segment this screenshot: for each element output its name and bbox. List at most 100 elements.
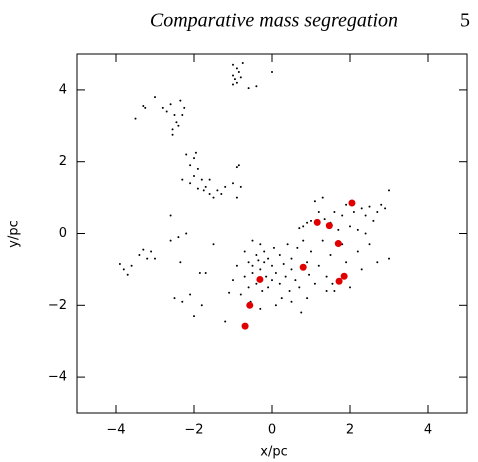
star	[185, 153, 188, 156]
star	[173, 114, 176, 117]
star	[181, 178, 184, 181]
y-tick-label: 0	[59, 226, 67, 241]
star	[310, 219, 312, 222]
star	[179, 261, 182, 264]
star	[251, 264, 254, 267]
star	[255, 282, 258, 285]
star	[208, 178, 211, 181]
star	[144, 106, 147, 109]
star	[278, 254, 281, 257]
star	[364, 232, 367, 235]
star	[298, 227, 301, 230]
star	[171, 128, 174, 131]
star	[337, 228, 340, 231]
y-tick-label: −2	[48, 298, 67, 313]
star	[321, 196, 324, 199]
star	[237, 164, 240, 167]
star	[300, 311, 303, 314]
star	[177, 124, 180, 127]
star	[179, 99, 182, 102]
star	[193, 157, 195, 160]
star	[333, 210, 336, 213]
massive-star	[348, 199, 356, 207]
x-tick-label: 0	[268, 423, 276, 438]
massive-star	[299, 263, 307, 271]
star	[306, 221, 309, 224]
star	[302, 239, 305, 242]
star	[171, 133, 174, 136]
star	[169, 214, 172, 217]
star	[267, 257, 270, 260]
star	[138, 254, 141, 257]
star	[198, 271, 201, 274]
star	[349, 225, 351, 228]
star	[232, 74, 234, 77]
star	[251, 271, 254, 274]
star	[232, 279, 234, 282]
star	[169, 239, 172, 242]
star	[118, 263, 121, 266]
star	[376, 210, 379, 213]
star	[274, 271, 277, 274]
star	[233, 78, 236, 81]
star	[345, 261, 348, 264]
star	[154, 96, 156, 99]
star	[150, 250, 153, 253]
star	[183, 106, 186, 109]
star	[216, 189, 219, 192]
star	[208, 193, 211, 196]
star	[122, 268, 125, 271]
star	[360, 268, 363, 271]
star	[317, 264, 320, 267]
star	[263, 261, 266, 264]
star	[241, 61, 244, 64]
star	[267, 286, 270, 289]
star	[274, 304, 277, 307]
star	[247, 261, 250, 264]
star	[360, 207, 363, 210]
star	[345, 203, 348, 206]
star	[368, 205, 371, 208]
massive-star	[241, 322, 249, 330]
star	[302, 225, 305, 228]
star	[189, 182, 192, 185]
star	[224, 320, 227, 323]
star	[239, 185, 242, 188]
star	[220, 193, 223, 196]
star	[259, 268, 262, 271]
x-tick-label: 4	[424, 423, 432, 438]
star	[235, 67, 238, 70]
star	[306, 261, 309, 264]
plot-frame	[76, 53, 468, 414]
star	[142, 105, 145, 108]
massive-star	[340, 272, 348, 280]
star	[323, 218, 326, 221]
star	[271, 279, 273, 282]
star	[352, 210, 355, 213]
star	[177, 236, 180, 239]
star	[212, 196, 215, 199]
star	[237, 70, 240, 73]
star	[290, 268, 293, 271]
y-axis-label: y/pc	[7, 220, 22, 247]
star	[161, 106, 164, 109]
star	[372, 219, 375, 222]
star	[294, 279, 297, 282]
star	[196, 187, 199, 190]
star	[165, 110, 168, 113]
x-axis-label: x/pc	[260, 445, 287, 460]
star	[189, 293, 192, 296]
star	[255, 85, 258, 88]
star	[134, 117, 137, 120]
star	[288, 289, 291, 292]
star	[296, 246, 299, 249]
x-tick-label: −4	[106, 423, 125, 438]
star	[247, 286, 250, 289]
star	[194, 151, 197, 154]
star	[341, 214, 344, 217]
star	[259, 307, 262, 310]
star	[306, 297, 309, 300]
massive-star	[335, 277, 343, 285]
star	[272, 246, 275, 249]
